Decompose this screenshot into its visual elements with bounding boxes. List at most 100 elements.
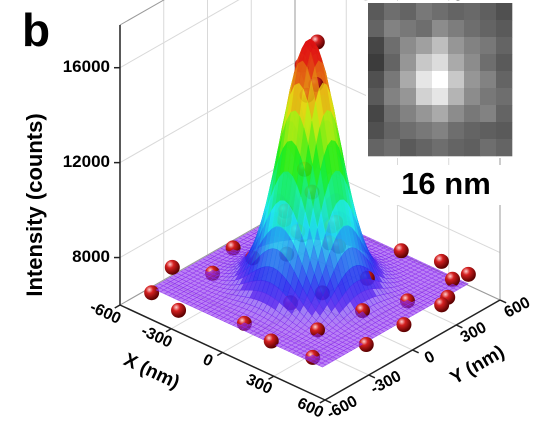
inset-pixel bbox=[416, 105, 432, 122]
inset-pixel bbox=[464, 54, 480, 71]
data-point bbox=[434, 254, 449, 269]
inset-pixel bbox=[464, 71, 480, 88]
x-tick-label: -300 bbox=[138, 323, 174, 352]
x-tick bbox=[269, 376, 274, 379]
inset-pixel bbox=[480, 88, 496, 105]
data-point bbox=[434, 297, 449, 312]
inset-pixel bbox=[496, 37, 512, 54]
inset-pixel bbox=[464, 20, 480, 37]
y-tick-label: 600 bbox=[502, 294, 534, 322]
inset-pixel bbox=[368, 105, 384, 122]
inset-pixel bbox=[464, 122, 480, 139]
inset-pixel bbox=[400, 54, 416, 71]
inset-pixel bbox=[432, 105, 448, 122]
inset-pixel bbox=[496, 3, 512, 20]
z-tick-label: 12000 bbox=[63, 152, 110, 171]
inset-pixel bbox=[416, 3, 432, 20]
inset-pixel bbox=[448, 122, 464, 139]
data-point bbox=[165, 260, 180, 275]
inset-pixel bbox=[368, 3, 384, 20]
z-axis-title: Intensity (counts) bbox=[22, 113, 47, 296]
inset-pixel bbox=[432, 37, 448, 54]
inset-pixel bbox=[448, 88, 464, 105]
inset-pixel bbox=[384, 37, 400, 54]
x-axis-title: X (nm) bbox=[120, 350, 182, 394]
inset-pixel bbox=[400, 71, 416, 88]
inset-pixel bbox=[368, 20, 384, 37]
z-tick-label: 16000 bbox=[63, 57, 110, 76]
inset-pixel bbox=[480, 54, 496, 71]
inset-pixel bbox=[464, 88, 480, 105]
inset-pixel bbox=[416, 54, 432, 71]
inset-pixel bbox=[384, 3, 400, 20]
inset-pixel bbox=[432, 71, 448, 88]
y-tick-label: 0 bbox=[422, 348, 438, 367]
inset-pixel bbox=[480, 139, 496, 156]
inset-pixel bbox=[400, 105, 416, 122]
data-point bbox=[171, 303, 186, 318]
inset-pixel bbox=[368, 88, 384, 105]
page: {"chart_data": { "type": "surface", "pan… bbox=[0, 0, 554, 425]
inset-pixel bbox=[464, 139, 480, 156]
inset-pixel bbox=[400, 122, 416, 139]
inset-pixel bbox=[384, 88, 400, 105]
inset-pixel bbox=[432, 139, 448, 156]
inset-pixel bbox=[400, 139, 416, 156]
inset-pixel bbox=[464, 3, 480, 20]
inset-pixel bbox=[432, 54, 448, 71]
inset-pixel bbox=[416, 88, 432, 105]
data-point bbox=[396, 317, 411, 332]
inset-pixel bbox=[416, 71, 432, 88]
inset-pixel bbox=[368, 37, 384, 54]
x-tick bbox=[217, 353, 222, 356]
data-point bbox=[264, 334, 279, 349]
data-point bbox=[461, 267, 476, 282]
y-tick-label: 300 bbox=[458, 319, 490, 347]
inset-pixel bbox=[496, 139, 512, 156]
x-tick bbox=[320, 400, 325, 403]
z-tick-label: 8000 bbox=[72, 247, 110, 266]
y-tick bbox=[369, 375, 375, 378]
inset-pixel bbox=[416, 122, 432, 139]
y-axis-title: Y (nm) bbox=[447, 342, 508, 390]
inset-pixel bbox=[368, 139, 384, 156]
inset-pixel bbox=[448, 3, 464, 20]
inset-pixel bbox=[384, 122, 400, 139]
x-tick-label: -600 bbox=[87, 299, 123, 328]
chart: b Intensity (counts) -600-3000300600-600… bbox=[0, 0, 554, 425]
inset-pixel bbox=[368, 71, 384, 88]
inset-pixel bbox=[480, 71, 496, 88]
inset-pixel bbox=[496, 20, 512, 37]
inset-pixel bbox=[416, 139, 432, 156]
x-tick bbox=[166, 329, 171, 332]
inset-pixel bbox=[480, 37, 496, 54]
inset-pixel bbox=[432, 122, 448, 139]
y-tick bbox=[456, 325, 462, 328]
data-point bbox=[394, 243, 409, 258]
inset-pixel bbox=[480, 122, 496, 139]
inset-pixel bbox=[496, 54, 512, 71]
y-tick bbox=[413, 350, 419, 353]
x-tick-label: 0 bbox=[200, 351, 215, 370]
inset-pixel bbox=[496, 122, 512, 139]
inset-pixel bbox=[448, 71, 464, 88]
inset-pixel bbox=[480, 3, 496, 20]
inset-pixel bbox=[496, 88, 512, 105]
inset-pixel bbox=[384, 54, 400, 71]
inset-pixel bbox=[496, 105, 512, 122]
y-tick bbox=[325, 400, 331, 403]
data-point bbox=[144, 285, 159, 300]
inset-pixel bbox=[368, 122, 384, 139]
inset-pixel bbox=[480, 20, 496, 37]
x-tick bbox=[115, 305, 120, 308]
inset-pixel bbox=[400, 88, 416, 105]
inset-pixel bbox=[400, 37, 416, 54]
inset-pixel bbox=[416, 20, 432, 37]
inset-pixel bbox=[384, 105, 400, 122]
inset-pixel bbox=[464, 37, 480, 54]
panel-label: b bbox=[22, 4, 50, 56]
inset-pixel bbox=[432, 88, 448, 105]
inset-pixel bbox=[384, 20, 400, 37]
inset-pixel bbox=[496, 71, 512, 88]
inset-pixel bbox=[400, 20, 416, 37]
